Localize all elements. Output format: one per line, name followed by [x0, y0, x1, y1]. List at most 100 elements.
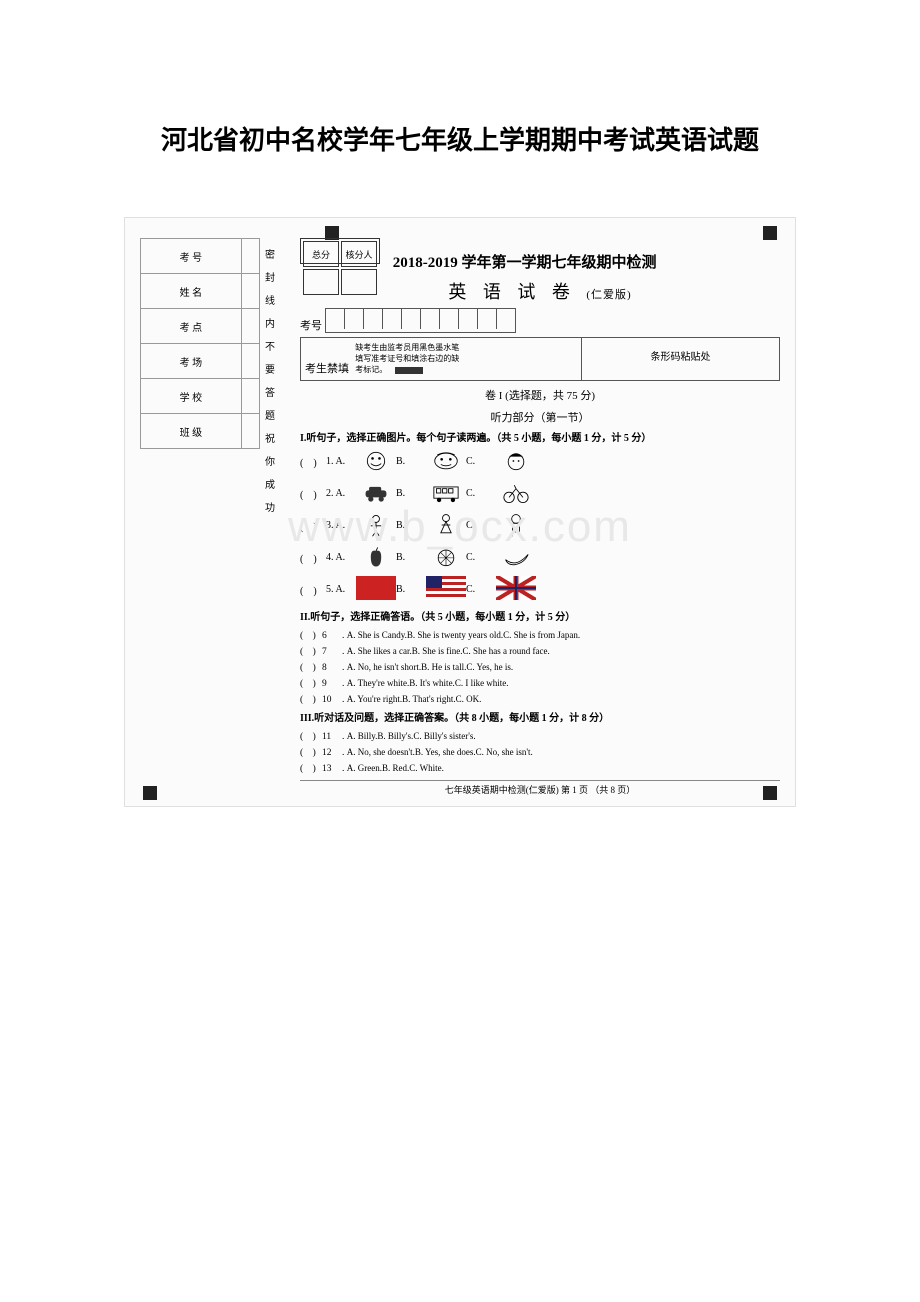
page-title: 河北省初中名校学年七年级上学期期中考试英语试题: [0, 0, 920, 217]
question-row: ( ) 5. A. B. C.: [300, 576, 780, 604]
question-row: ( )8. A. No, he isn't short.B. He is tal…: [300, 659, 780, 673]
edition-text: (仁爱版): [586, 289, 631, 301]
q-num: 2. A.: [326, 488, 356, 499]
blank-cell: [241, 239, 259, 274]
section-title-b: 听力部分（第一节）: [300, 409, 780, 425]
page-footer: 七年级英语期中检测(仁爱版) 第 1 页 （共 8 页）: [300, 780, 780, 796]
subject-text: 英 语 试 卷: [448, 282, 576, 302]
girl-dress-icon: [426, 512, 466, 540]
blank-cell: [241, 414, 259, 449]
seal-line-text: 密 封 线 内 不 要 答 题 祝 你 成 功: [263, 238, 277, 522]
opt-c: C.: [466, 584, 496, 595]
section-title-a: 卷 I (选择题，共 75 分): [300, 387, 780, 403]
face-wide-icon: [426, 448, 466, 476]
question-row: ( )6. A. She is Candy.B. She is twenty y…: [300, 627, 780, 641]
boy-icon: [356, 512, 396, 540]
flag-uk-icon: [496, 576, 536, 604]
exam-header: 2018-2019 学年第一学期七年级期中检测: [393, 251, 657, 272]
score-grader-label: 核分人: [341, 241, 377, 267]
notice-left: 考生禁填 缺考生由监考员用黑色墨水笔 填写准考证号和填涂右边的缺 考标记。: [301, 338, 582, 380]
blank-cell: [241, 344, 259, 379]
notice-line: 填写准考证号和填涂右边的缺: [355, 354, 459, 363]
question-row: ( )12. A. No, she doesn't.B. Yes, she do…: [300, 744, 780, 758]
question-row: ( ) 1. A. B. C.: [300, 448, 780, 476]
banana-icon: [496, 544, 536, 572]
exam-main: 总分 核分人 2018-2019 学年第一学期七年级期中检测 英 语 试 卷 (…: [300, 238, 780, 796]
barcode-area: 条形码粘贴处: [582, 338, 779, 380]
kaohao-row: 考号: [300, 308, 780, 333]
seal-char: 封: [263, 269, 277, 284]
answer-blank: ( ): [300, 486, 326, 501]
seal-char: 成: [263, 476, 277, 491]
opt-b: B.: [396, 584, 426, 595]
opt-b: B.: [396, 520, 426, 531]
seal-char: 内: [263, 315, 277, 330]
question-row: ( )11. A. Billy.B. Billy's.C. Billy's si…: [300, 728, 780, 742]
header-line: 总分 核分人 2018-2019 学年第一学期七年级期中检测: [300, 238, 780, 272]
child-icon: [496, 512, 536, 540]
answer-blank: ( ): [300, 518, 326, 533]
blank-cell: [241, 274, 259, 309]
notice-row: 考生禁填 缺考生由监考员用黑色墨水笔 填写准考证号和填涂右边的缺 考标记。 条形…: [300, 337, 780, 381]
question-row: ( ) 4. A. B. C.: [300, 544, 780, 572]
car-icon: [356, 480, 396, 508]
opt-b: B.: [396, 488, 426, 499]
question-group-3: ( )11. A. Billy.B. Billy's.C. Billy's si…: [300, 728, 780, 774]
instruction-3: III.听对话及问题，选择正确答案。（共 8 小题，每小题 1 分，计 8 分）: [300, 709, 780, 724]
seal-char: 祝: [263, 430, 277, 445]
seal-char: 功: [263, 499, 277, 514]
opt-c: C.: [466, 520, 496, 531]
seal-char: 密: [263, 246, 277, 261]
seal-char: 答: [263, 384, 277, 399]
question-row: ( ) 3. A. B. C.: [300, 512, 780, 540]
label-room: 考 场: [141, 344, 242, 379]
notice-label: 考生禁填: [305, 360, 349, 376]
label-site: 考 点: [141, 309, 242, 344]
flag-china-icon: [356, 576, 396, 604]
seal-char: 要: [263, 361, 277, 376]
blank-cell: [241, 309, 259, 344]
blank-cell: [241, 379, 259, 414]
instruction-1: I.听句子，选择正确图片。每个句子读两遍。（共 5 小题，每小题 1 分，计 5…: [300, 429, 780, 444]
label-school: 学 校: [141, 379, 242, 414]
info-table: 考 号 姓 名 考 点 考 场 学 校 班 级: [140, 238, 260, 449]
face-smile-icon: [356, 448, 396, 476]
question-row: ( )9. A. They're white.B. It's white.C. …: [300, 675, 780, 689]
face-hair-icon: [496, 448, 536, 476]
q-num: 4. A.: [326, 552, 356, 563]
alignment-marker: [143, 786, 157, 800]
answer-blank: ( ): [300, 454, 326, 469]
document-page: 河北省初中名校学年七年级上学期期中考试英语试题 www.b_ocx.com 考 …: [0, 0, 920, 1302]
notice-line: 考标记。: [355, 365, 387, 374]
kaohao-boxes: [325, 308, 516, 333]
bike-icon: [496, 480, 536, 508]
q-num: 3. A.: [326, 520, 356, 531]
orange-icon: [426, 544, 466, 572]
exam-scan: www.b_ocx.com 考 号 姓 名 考 点 考 场 学 校 班 级 密 …: [124, 217, 796, 807]
q-num: 1. A.: [326, 456, 356, 467]
candidate-info-column: 考 号 姓 名 考 点 考 场 学 校 班 级: [140, 238, 260, 449]
bus-icon: [426, 480, 466, 508]
question-group-2: ( )6. A. She is Candy.B. She is twenty y…: [300, 627, 780, 705]
opt-c: C.: [466, 552, 496, 563]
q-num: 5. A.: [326, 584, 356, 595]
question-row: ( ) 2. A. B. C.: [300, 480, 780, 508]
notice-text: 缺考生由监考员用黑色墨水笔 填写准考证号和填涂右边的缺 考标记。: [355, 342, 459, 375]
score-total-label: 总分: [303, 241, 339, 267]
notice-line: 缺考生由监考员用黑色墨水笔: [355, 343, 459, 352]
score-box: 总分 核分人: [300, 238, 380, 264]
seal-char: 不: [263, 338, 277, 353]
opt-b: B.: [396, 456, 426, 467]
opt-c: C.: [466, 456, 496, 467]
question-row: ( )10. A. You're right.B. That's right.C…: [300, 691, 780, 705]
apple-icon: [356, 544, 396, 572]
question-row: ( )13. A. Green.B. Red.C. White.: [300, 760, 780, 774]
question-row: ( )7. A. She likes a car.B. She is fine.…: [300, 643, 780, 657]
answer-blank: ( ): [300, 550, 326, 565]
instruction-2: II.听句子，选择正确答语。（共 5 小题，每小题 1 分，计 5 分）: [300, 608, 780, 623]
absent-mark-icon: [395, 367, 423, 374]
answer-blank: ( ): [300, 582, 326, 597]
opt-b: B.: [396, 552, 426, 563]
label-exam-no: 考 号: [141, 239, 242, 274]
seal-char: 题: [263, 407, 277, 422]
